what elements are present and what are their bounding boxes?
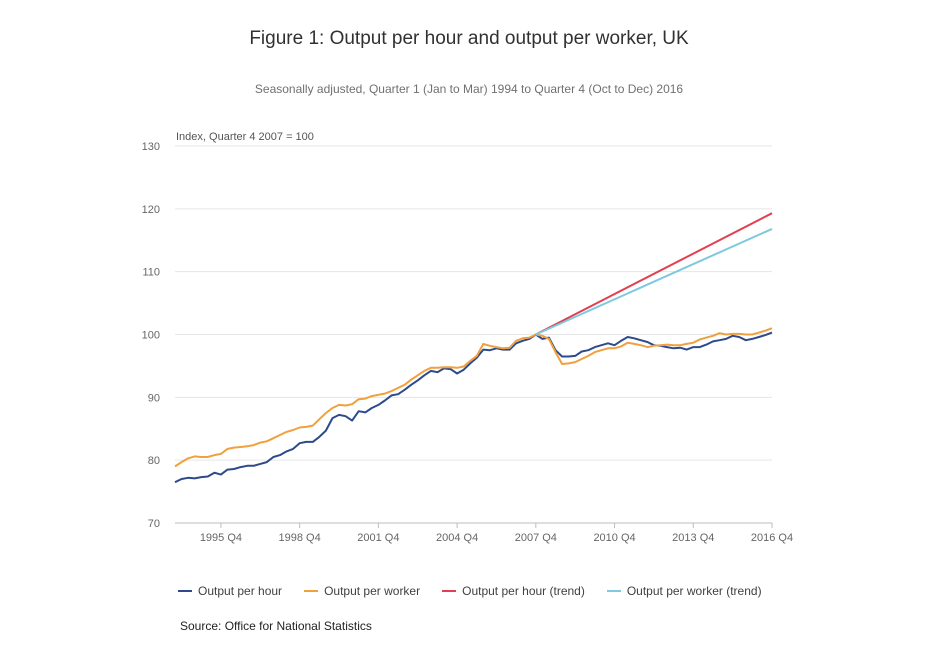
- x-tick-label: 2001 Q4: [357, 532, 399, 544]
- series-line-output-per-hour: [174, 331, 773, 484]
- legend-label: Output per hour (trend): [462, 584, 585, 598]
- chart-title: Figure 1: Output per hour and output per…: [249, 28, 689, 49]
- legend-item-output-per-hour[interactable]: Output per hour: [178, 584, 282, 598]
- legend-label: Output per hour: [198, 584, 283, 598]
- x-tick-label: 2013 Q4: [672, 532, 714, 544]
- x-tick-label: 2007 Q4: [515, 532, 557, 544]
- legend: Output per hour Output per worker Output…: [178, 584, 762, 598]
- source-note: Source: Office for National Statistics: [180, 619, 372, 633]
- x-axis-ticks: 1995 Q4 1998 Q4 2001 Q4 2004 Q4 2007 Q4 2010 …: [200, 523, 793, 544]
- legend-item-output-per-worker[interactable]: Output per worker: [304, 584, 420, 598]
- legend-item-output-per-hour-trend[interactable]: Output per hour (trend): [442, 584, 585, 598]
- chart-subtitle: Seasonally adjusted, Quarter 1 (Jan to M…: [254, 82, 684, 96]
- legend-swatch-output-per-hour: [178, 590, 192, 592]
- legend-swatch-output-per-worker: [304, 590, 319, 592]
- legend-label: Output per worker (trend): [626, 584, 762, 598]
- series-line-output-per-worker-trend: [535, 227, 773, 336]
- legend-swatch-output-per-hour-trend: [442, 590, 457, 592]
- x-tick-label: 2004 Q4: [436, 532, 478, 544]
- y-tick-label: 70: [148, 518, 160, 530]
- series-lines: [174, 212, 773, 484]
- gridlines: [175, 145, 772, 524]
- series-line-output-per-worker: [174, 327, 773, 468]
- x-tick-label: 1998 Q4: [279, 532, 321, 544]
- y-axis-label: Index, Quarter 4 2007 = 100: [176, 131, 314, 143]
- y-tick-label: 120: [142, 204, 160, 216]
- x-tick-label: 2016 Q4: [751, 532, 793, 544]
- y-tick-label: 110: [142, 267, 160, 279]
- legend-item-output-per-worker-trend[interactable]: Output per worker (trend): [606, 584, 762, 598]
- y-tick-label: 130: [142, 141, 160, 153]
- y-tick-label: 80: [148, 455, 160, 467]
- x-tick-label: 2010 Q4: [593, 532, 635, 544]
- x-tick-label: 1995 Q4: [200, 532, 242, 544]
- legend-swatch-output-per-worker-trend: [606, 590, 621, 592]
- y-tick-label: 100: [142, 330, 160, 342]
- legend-label: Output per worker: [324, 584, 421, 598]
- y-tick-label: 90: [148, 392, 160, 404]
- series-line-output-per-hour-trend: [535, 212, 773, 336]
- y-axis-ticks: 70 80 90 100 110 120 130: [142, 141, 160, 530]
